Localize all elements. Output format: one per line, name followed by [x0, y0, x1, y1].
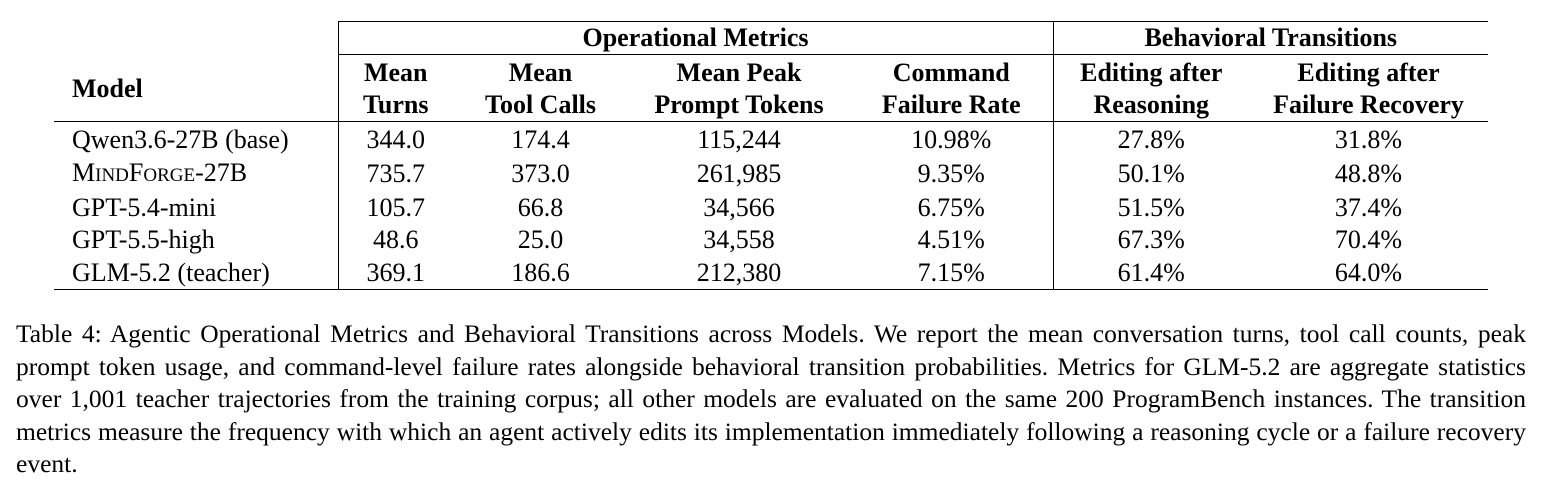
cell-mean-tool-calls: 174.4 — [453, 121, 628, 157]
table-row: GLM-5.2 (teacher) 369.1 186.6 212,380 7.… — [54, 256, 1489, 290]
model-name-part: M — [72, 157, 96, 187]
cell-editing-after-reasoning: 67.3% — [1117, 225, 1185, 255]
cell-editing-after-recovery: 64.0% — [1249, 256, 1489, 290]
header-mean-peak-line2: Prompt Tokens — [628, 89, 850, 122]
header-editing-reasoning-line1: Editing after — [1080, 58, 1223, 87]
cell-editing-after-reasoning: 51.5% — [1117, 192, 1185, 222]
results-table: Operational Metrics Behavioral Transitio… — [54, 21, 1489, 290]
header-editing-recovery-line2: Failure Recovery — [1249, 89, 1489, 122]
corner-cell — [54, 21, 339, 55]
cell-mean-turns: 369.1 — [338, 256, 453, 290]
cell-mean-tool-calls: 186.6 — [453, 256, 628, 290]
group-header-operational: Operational Metrics — [338, 21, 1054, 55]
cell-editing-after-recovery: 37.4% — [1334, 192, 1403, 222]
cell-mean-turns: 344.0 — [338, 121, 453, 157]
cell-editing-after-recovery: 70.4% — [1334, 225, 1403, 255]
cell-mean-tool-calls: 373.0 — [511, 159, 570, 188]
cell-mean-peak-tokens: 34,558 — [703, 225, 775, 255]
header-editing-reasoning-line2: Reasoning — [1053, 89, 1249, 122]
table-row: GPT-5.4-mini 105.7 66.8 34,566 6.75% 51.… — [54, 191, 1488, 224]
caption-text: Table 4: Agentic Operational Metrics and… — [16, 319, 1526, 478]
header-mean-tool-calls-line1: Mean — [508, 58, 573, 87]
cell-command-failure-rate: 7.15% — [850, 256, 1054, 290]
cell-editing-after-recovery: 31.8% — [1249, 121, 1489, 157]
header-mean-turns-line1: Mean — [363, 58, 428, 87]
cell-mean-turns: 105.7 — [366, 192, 426, 222]
cell-editing-after-reasoning: 61.4% — [1053, 256, 1249, 290]
model-name: MINDFORGE-27B — [54, 156, 339, 192]
header-command-failure-line2: Failure Rate — [850, 89, 1054, 122]
cell-command-failure-rate: 9.35% — [850, 156, 1054, 192]
cell-command-failure-rate: 10.98% — [850, 121, 1054, 157]
model-name-part: ORGE — [143, 164, 196, 186]
table-row: Qwen3.6-27B (base) 344.0 174.4 115,244 1… — [54, 121, 1489, 157]
cell-mean-peak-tokens: 212,380 — [628, 256, 850, 290]
table-row: MINDFORGE-27B 735.7 373.0 261,985 9.35% … — [54, 156, 1488, 192]
cell-mean-peak-tokens: 261,985 — [696, 159, 782, 188]
header-mean-tool-calls-line2: Tool Calls — [453, 89, 628, 122]
cell-mean-peak-tokens: 34,566 — [703, 192, 775, 222]
cell-mean-tool-calls: 25.0 — [517, 225, 564, 255]
cell-editing-after-recovery: 48.8% — [1334, 159, 1403, 188]
model-column-header: Model — [54, 54, 339, 122]
model-name: GPT-5.5-high — [54, 224, 339, 257]
model-name: Qwen3.6-27B (base) — [54, 121, 339, 157]
table-caption: Table 4: Agentic Operational Metrics and… — [16, 318, 1526, 481]
header-mean-turns-line2: Turns — [338, 89, 453, 122]
model-name-part: -27B — [195, 157, 248, 187]
cell-mean-turns: 48.6 — [373, 225, 419, 255]
cell-command-failure-rate: 6.75% — [850, 191, 1054, 224]
cell-mean-turns: 735.7 — [366, 159, 426, 188]
model-name: GLM-5.2 (teacher) — [54, 256, 339, 290]
header-mean-peak-line1: Mean Peak — [676, 58, 802, 87]
header-editing-recovery-line1: Editing after — [1297, 58, 1440, 87]
model-name: GPT-5.4-mini — [54, 191, 339, 224]
model-name-part: IND — [95, 164, 129, 186]
cell-command-failure-rate: 4.51% — [850, 224, 1054, 257]
cell-mean-peak-tokens: 115,244 — [628, 121, 850, 157]
table-row: GPT-5.5-high 48.6 25.0 34,558 4.51% 67.3… — [54, 224, 1488, 257]
model-name-part: F — [128, 157, 144, 187]
cell-editing-after-reasoning: 27.8% — [1053, 121, 1249, 157]
cell-mean-tool-calls: 66.8 — [517, 192, 564, 222]
results-table-container: Operational Metrics Behavioral Transitio… — [54, 21, 1489, 290]
group-header-behavioral: Behavioral Transitions — [1053, 21, 1489, 55]
cell-editing-after-reasoning: 50.1% — [1117, 159, 1185, 188]
header-command-failure-line1: Command — [850, 54, 1054, 89]
